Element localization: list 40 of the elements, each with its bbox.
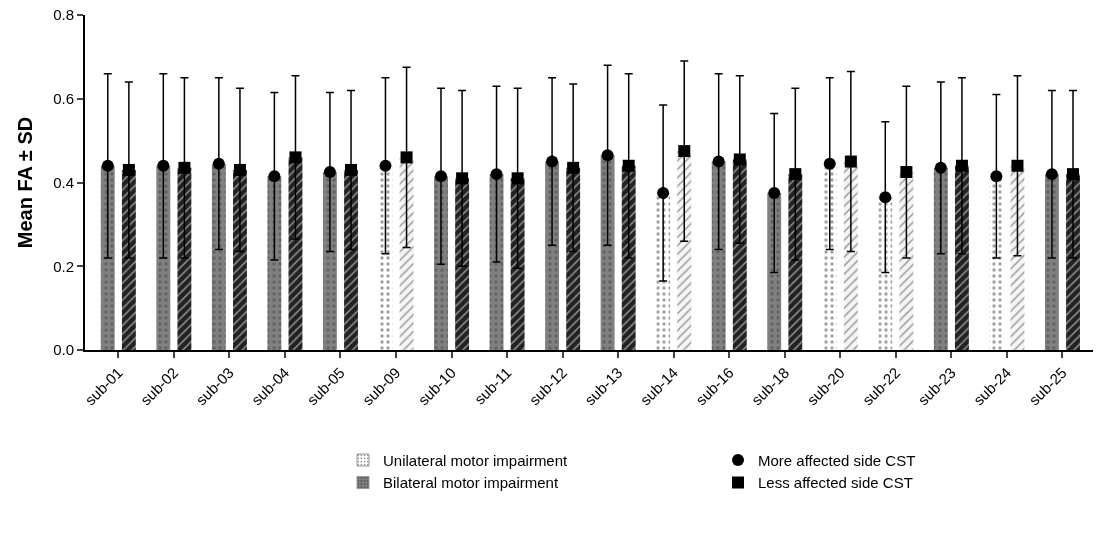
bar	[177, 167, 192, 350]
bar	[566, 167, 581, 350]
bar	[1044, 174, 1059, 350]
y-tick-label: 0.0	[53, 341, 74, 359]
bar	[933, 167, 948, 350]
bar	[899, 172, 914, 350]
bar	[121, 169, 136, 350]
bar	[711, 161, 726, 350]
bar	[677, 151, 692, 350]
bar	[156, 165, 171, 350]
bar	[788, 174, 803, 350]
bar	[989, 176, 1004, 350]
y-tick-label: 0.4	[53, 173, 74, 191]
bar	[843, 161, 858, 350]
bar	[600, 155, 615, 350]
y-tick-label: 0.6	[53, 90, 74, 107]
bar	[1066, 174, 1080, 350]
bar	[732, 159, 747, 350]
bar	[211, 163, 226, 350]
bar	[954, 165, 969, 350]
bar	[322, 172, 337, 350]
y-tick-label: 0.8	[53, 6, 74, 24]
bar	[434, 176, 448, 350]
legend-label: More affected side CST	[758, 451, 916, 469]
bar	[767, 192, 782, 350]
bar	[878, 197, 893, 350]
bar	[545, 161, 560, 350]
y-tick-label: 0.2	[53, 257, 74, 275]
bar	[233, 169, 247, 350]
bar	[621, 165, 636, 350]
text: Bilateral motor impairment	[383, 474, 559, 492]
bar	[822, 163, 837, 350]
bar	[344, 169, 358, 350]
text: Unilateral motor impairment	[383, 451, 569, 469]
legend-label: Less affected side CST	[758, 474, 913, 492]
bar	[399, 157, 414, 350]
bar	[510, 178, 525, 350]
bar	[267, 176, 282, 350]
y-axis-title: Mean FA ± SD	[14, 116, 37, 249]
bar	[100, 165, 115, 350]
